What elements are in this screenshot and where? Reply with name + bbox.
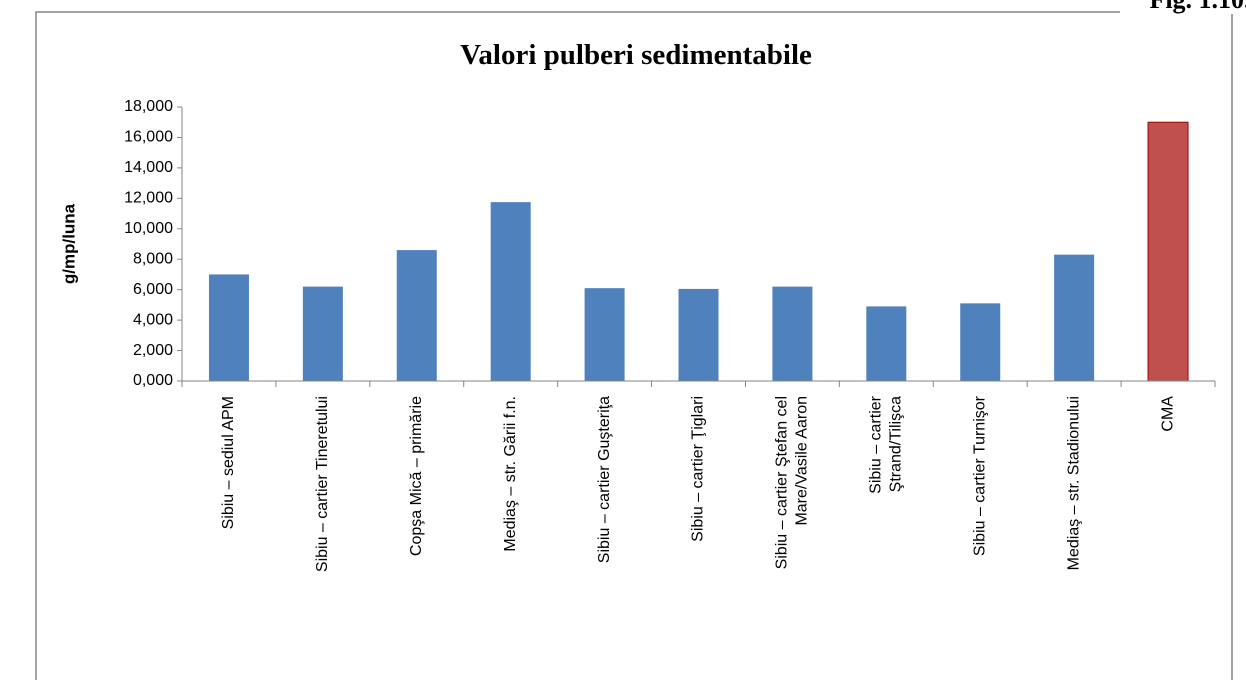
y-tick-label: 12,000 (124, 190, 173, 207)
x-tick-label: Sibiu – cartier (868, 395, 885, 493)
y-tick-label: 8,000 (133, 250, 173, 267)
y-tick-label: 16,000 (124, 129, 173, 146)
x-tick-label: Sibiu – cartier Turnişor (971, 395, 988, 556)
x-tick-label: Sibiu – sediul APM (220, 396, 237, 529)
x-tick-label: Mediaş – str. Gării f.n. (502, 396, 519, 552)
x-tick-label: Mediaş – str. Stadionului (1065, 396, 1082, 570)
x-tick-label: Ştrand/Tilişca (888, 396, 905, 492)
x-tick-label: Sibiu – cartier Ţiglari (690, 396, 707, 542)
y-tick-label: 2,000 (133, 342, 173, 359)
y-tick-label: 18,000 (124, 98, 173, 115)
bar (866, 306, 907, 381)
bar (302, 286, 343, 381)
bar (584, 288, 625, 381)
chart-title: Valori pulberi sedimentabile (460, 39, 812, 71)
bar (208, 274, 249, 381)
y-axis-label: g/mp/luna (59, 203, 78, 284)
bar (1054, 254, 1095, 381)
y-tick-label: 14,000 (124, 159, 173, 176)
bar (1147, 121, 1189, 382)
x-tick-label: Sibiu – cartier Guşteriţa (596, 396, 613, 563)
x-tick-label: CMA (1159, 396, 1176, 432)
bar (678, 288, 719, 381)
x-tick-label: Sibiu – cartier Tineretului (314, 396, 331, 572)
figure-label: Fig. 1.10. (1149, 0, 1246, 14)
x-tick-label: Copşa Mică – primărie (408, 396, 425, 556)
bar (960, 303, 1001, 381)
y-tick-label: 0,000 (133, 372, 173, 389)
x-tick-label: Mare/Vasile Aaron (794, 396, 811, 526)
bar (396, 250, 437, 381)
x-tick-label: Sibiu – cartier Ştefan cel (774, 396, 791, 569)
y-tick-label: 4,000 (133, 311, 173, 328)
bar (490, 202, 531, 381)
figure-label-bg (1120, 0, 1246, 14)
y-tick-label: 6,000 (133, 281, 173, 298)
bar (772, 286, 813, 381)
y-tick-label: 10,000 (124, 220, 173, 237)
